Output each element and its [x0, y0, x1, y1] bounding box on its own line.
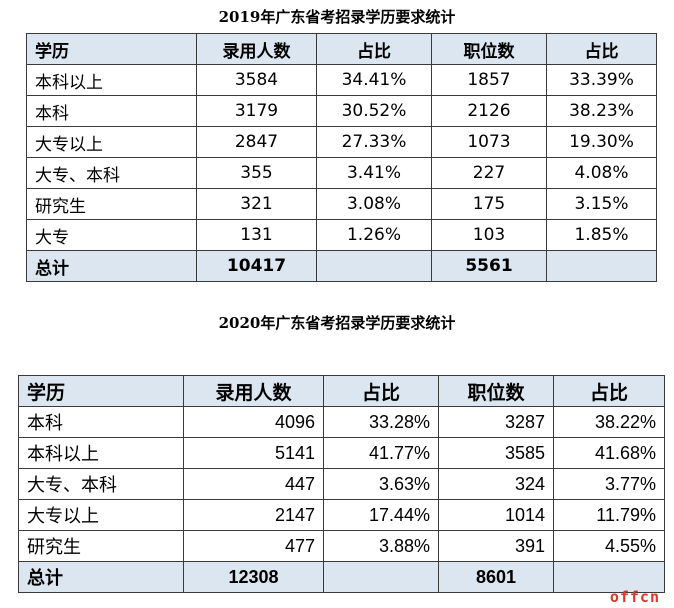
table-row: 大专以上 2147 17.44% 1014 11.79%: [18, 499, 665, 531]
cell-hired-ratio: 1.26%: [316, 219, 432, 251]
cell-positions-ratio: 11.79%: [553, 499, 665, 531]
table-2019: 学历 录用人数 占比 职位数 占比 本科以上 3584 34.41% 1857 …: [26, 33, 657, 282]
total-positions: 8601: [438, 561, 554, 593]
cell-hired-ratio: 34.41%: [316, 64, 432, 96]
cell-hired-ratio: 17.44%: [323, 499, 439, 531]
cell-hired: 355: [196, 157, 317, 189]
header-positions-ratio: 占比: [546, 33, 657, 65]
table2-total-row: 总计 12308 8601: [18, 561, 665, 593]
cell-education: 大专、本科: [26, 157, 197, 189]
cell-hired-ratio: 3.41%: [316, 157, 432, 189]
total-label: 总计: [18, 561, 184, 593]
total-hired-ratio: [323, 561, 439, 593]
cell-positions: 324: [438, 468, 554, 500]
cell-hired-ratio: 3.08%: [316, 188, 432, 220]
cell-hired: 3179: [196, 95, 317, 127]
cell-hired-ratio: 27.33%: [316, 126, 432, 158]
table-row: 大专 131 1.26% 103 1.85%: [26, 219, 657, 251]
table2-title: 2020年广东省考招录学历要求统计: [218, 314, 456, 332]
cell-positions-ratio: 3.15%: [546, 188, 657, 220]
total-positions-ratio: [553, 561, 665, 593]
total-hired: 10417: [196, 250, 317, 282]
cell-positions-ratio: 3.77%: [553, 468, 665, 500]
cell-education: 大专、本科: [18, 468, 184, 500]
cell-education: 研究生: [26, 188, 197, 220]
header-positions: 职位数: [431, 33, 547, 65]
table-2020: 学历 录用人数 占比 职位数 占比 本科 4096 33.28% 3287 38…: [18, 375, 665, 593]
cell-hired-ratio: 3.63%: [323, 468, 439, 500]
cell-education: 本科: [18, 406, 184, 438]
cell-positions-ratio: 38.22%: [553, 406, 665, 438]
cell-positions-ratio: 4.08%: [546, 157, 657, 189]
table-row: 本科 3179 30.52% 2126 38.23%: [26, 95, 657, 127]
cell-hired: 3584: [196, 64, 317, 96]
cell-hired-ratio: 33.28%: [323, 406, 439, 438]
cell-positions: 1014: [438, 499, 554, 531]
table-row: 研究生 477 3.88% 391 4.55%: [18, 530, 665, 562]
total-positions: 5561: [431, 250, 547, 282]
total-hired: 12308: [183, 561, 324, 593]
cell-education: 大专以上: [26, 126, 197, 158]
cell-positions: 391: [438, 530, 554, 562]
cell-positions-ratio: 33.39%: [546, 64, 657, 96]
table-row: 本科以上 5141 41.77% 3585 41.68%: [18, 437, 665, 469]
table-row: 研究生 321 3.08% 175 3.15%: [26, 188, 657, 220]
cell-positions: 175: [431, 188, 547, 220]
header-positions-ratio: 占比: [553, 375, 665, 407]
cell-hired: 2147: [183, 499, 324, 531]
table-row: 本科以上 3584 34.41% 1857 33.39%: [26, 64, 657, 96]
cell-hired: 477: [183, 530, 324, 562]
cell-positions-ratio: 38.23%: [546, 95, 657, 127]
cell-hired: 321: [196, 188, 317, 220]
cell-positions-ratio: 1.85%: [546, 219, 657, 251]
header-positions: 职位数: [438, 375, 554, 407]
table-row: 大专以上 2847 27.33% 1073 19.30%: [26, 126, 657, 158]
cell-positions: 103: [431, 219, 547, 251]
cell-education: 大专: [26, 219, 197, 251]
table1-header-row: 学历 录用人数 占比 职位数 占比: [26, 33, 657, 65]
header-education: 学历: [18, 375, 184, 407]
header-hired-ratio: 占比: [323, 375, 439, 407]
offcn-watermark: offcn: [609, 588, 660, 606]
table-row: 本科 4096 33.28% 3287 38.22%: [18, 406, 665, 438]
cell-education: 研究生: [18, 530, 184, 562]
cell-hired-ratio: 41.77%: [323, 437, 439, 469]
table2-header-row: 学历 录用人数 占比 职位数 占比: [18, 375, 665, 407]
cell-hired: 4096: [183, 406, 324, 438]
cell-hired-ratio: 3.88%: [323, 530, 439, 562]
cell-hired-ratio: 30.52%: [316, 95, 432, 127]
cell-positions: 3287: [438, 406, 554, 438]
total-label: 总计: [26, 250, 197, 282]
total-hired-ratio: [316, 250, 432, 282]
cell-hired: 131: [196, 219, 317, 251]
cell-hired: 5141: [183, 437, 324, 469]
table1-title: 2019年广东省考招录学历要求统计: [218, 8, 456, 26]
table-row: 大专、本科 355 3.41% 227 4.08%: [26, 157, 657, 189]
table-row: 大专、本科 447 3.63% 324 3.77%: [18, 468, 665, 500]
cell-positions-ratio: 19.30%: [546, 126, 657, 158]
cell-positions: 227: [431, 157, 547, 189]
total-positions-ratio: [546, 250, 657, 282]
cell-positions-ratio: 4.55%: [553, 530, 665, 562]
cell-education: 大专以上: [18, 499, 184, 531]
cell-hired: 2847: [196, 126, 317, 158]
header-hired-ratio: 占比: [316, 33, 432, 65]
cell-positions: 2126: [431, 95, 547, 127]
cell-education: 本科: [26, 95, 197, 127]
header-hired: 录用人数: [183, 375, 324, 407]
cell-positions: 1857: [431, 64, 547, 96]
cell-education: 本科以上: [18, 437, 184, 469]
header-education: 学历: [26, 33, 197, 65]
table1-total-row: 总计 10417 5561: [26, 250, 657, 282]
cell-positions: 1073: [431, 126, 547, 158]
cell-hired: 447: [183, 468, 324, 500]
cell-positions: 3585: [438, 437, 554, 469]
cell-positions-ratio: 41.68%: [553, 437, 665, 469]
header-hired: 录用人数: [196, 33, 317, 65]
cell-education: 本科以上: [26, 64, 197, 96]
